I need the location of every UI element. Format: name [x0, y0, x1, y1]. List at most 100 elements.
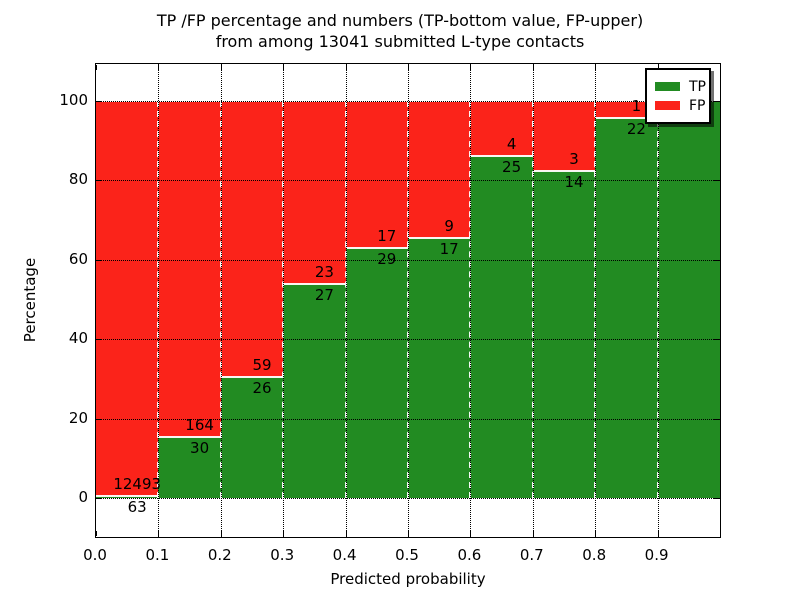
tp-count-label: 17	[439, 240, 459, 259]
x-gridline	[220, 64, 222, 537]
x-tick-label: 0.8	[582, 546, 607, 564]
x-gridline	[158, 64, 160, 537]
y-tick-mark	[714, 418, 719, 420]
x-tick-mark	[470, 65, 472, 70]
x-tick-label: 0.3	[270, 546, 295, 564]
tp-bar-segment	[470, 155, 533, 498]
tp-count-label: 25	[502, 157, 522, 176]
chart-title: TP /FP percentage and numbers (TP-bottom…	[0, 10, 800, 52]
tp-count-label: 29	[377, 249, 397, 268]
y-tick-mark	[714, 498, 719, 499]
y-tick-label: 20	[68, 408, 88, 427]
tp-count-label: 22	[626, 120, 646, 139]
legend-entry-fp: FP	[655, 97, 706, 114]
fp-count-label: 164	[185, 415, 214, 434]
x-gridline	[345, 64, 347, 537]
y-tick-mark	[714, 180, 719, 182]
fp-count-label: 59	[252, 355, 272, 374]
x-tick-mark	[720, 65, 721, 70]
y-tick-mark	[714, 339, 719, 341]
y-tick-mark	[714, 259, 719, 261]
x-tick-mark	[345, 65, 347, 70]
y-gridline	[96, 101, 720, 102]
fp-bar-segment	[96, 101, 159, 496]
x-tick-mark	[595, 531, 597, 536]
x-tick-label: 0.6	[457, 546, 482, 564]
x-tick-mark	[220, 65, 222, 70]
y-gridline	[96, 180, 720, 182]
fp-count-label: 9	[444, 217, 454, 236]
ticks-layer	[96, 64, 721, 537]
x-tick-mark	[408, 531, 409, 536]
chart-title-line2: from among 13041 submitted L-type contac…	[215, 32, 585, 51]
x-tick-mark	[720, 531, 721, 536]
x-tick-mark	[220, 531, 222, 536]
y-tick-mark	[97, 418, 102, 420]
tp-count-label: 63	[127, 498, 147, 516]
plot-area: 12493631643059262327172991742531412213 T…	[95, 63, 721, 538]
y-tick-label: 0	[78, 488, 88, 506]
x-tick-label: 0.5	[395, 546, 419, 564]
y-axis-label: Percentage	[21, 257, 39, 343]
x-tick-mark	[283, 65, 285, 70]
tp-bar-segment	[657, 101, 720, 498]
x-gridline	[595, 64, 597, 537]
tp-bar-segment	[220, 376, 284, 498]
tp-count-label: 26	[252, 378, 272, 397]
grid-layer	[96, 64, 720, 537]
y-gridline	[96, 339, 720, 341]
legend: TP FP	[645, 68, 711, 124]
x-gridline	[470, 64, 472, 537]
x-tick-mark	[408, 65, 409, 70]
bar-labels-layer: 12493631643059262327172991742531412213	[96, 64, 720, 537]
bars-layer	[96, 64, 720, 537]
tp-count-label: 14	[564, 173, 584, 192]
tp-bar-segment	[96, 496, 159, 498]
fp-bar-segment	[345, 101, 408, 248]
fp-count-label: 17	[377, 226, 397, 245]
tp-bar-segment	[345, 247, 408, 498]
fp-count-label: 3	[569, 150, 579, 169]
x-tick-label: 0.1	[145, 546, 170, 564]
x-gridline	[657, 64, 659, 537]
x-gridline	[283, 64, 285, 537]
y-tick-mark	[97, 498, 102, 499]
legend-entry-tp: TP	[655, 78, 706, 95]
y-tick-mark	[97, 101, 102, 102]
y-tick-label: 80	[68, 170, 88, 189]
x-tick-label: 0.2	[207, 546, 232, 564]
x-tick-mark	[158, 531, 160, 536]
y-tick-mark	[97, 180, 102, 182]
chart-title-line1: TP /FP percentage and numbers (TP-bottom…	[156, 11, 644, 30]
y-tick-mark	[714, 101, 719, 102]
x-tick-mark	[283, 531, 285, 536]
tp-bar-segment	[408, 238, 471, 498]
x-tick-mark	[96, 531, 97, 536]
y-tick-label: 100	[59, 91, 88, 109]
tp-legend-swatch	[655, 82, 680, 91]
x-axis-label: Predicted probability	[330, 570, 486, 588]
x-tick-mark	[345, 531, 347, 536]
fp-count-label: 1	[631, 97, 642, 116]
fp-count-label: 12493	[113, 475, 162, 493]
fp-bar-segment	[158, 101, 221, 437]
y-gridline	[96, 418, 720, 420]
x-tick-label: 0.9	[644, 546, 669, 564]
y-tick-label: 60	[68, 249, 88, 268]
x-tick-label: 0.4	[332, 546, 357, 564]
fp-legend-swatch	[655, 101, 680, 110]
y-tick-mark	[97, 259, 102, 261]
fp-bar-segment	[283, 101, 346, 284]
y-gridline	[96, 498, 720, 499]
x-tick-label: 0.0	[83, 546, 107, 564]
fp-bar-segment	[532, 101, 596, 172]
x-tick-mark	[532, 531, 534, 536]
x-gridline	[532, 64, 534, 537]
x-tick-mark	[470, 531, 472, 536]
tp-bar-segment	[532, 171, 596, 498]
fp-bar-segment	[220, 101, 284, 377]
x-tick-mark	[96, 65, 97, 70]
tp-count-label: 30	[190, 438, 210, 457]
tp-count-label: 27	[314, 285, 334, 304]
